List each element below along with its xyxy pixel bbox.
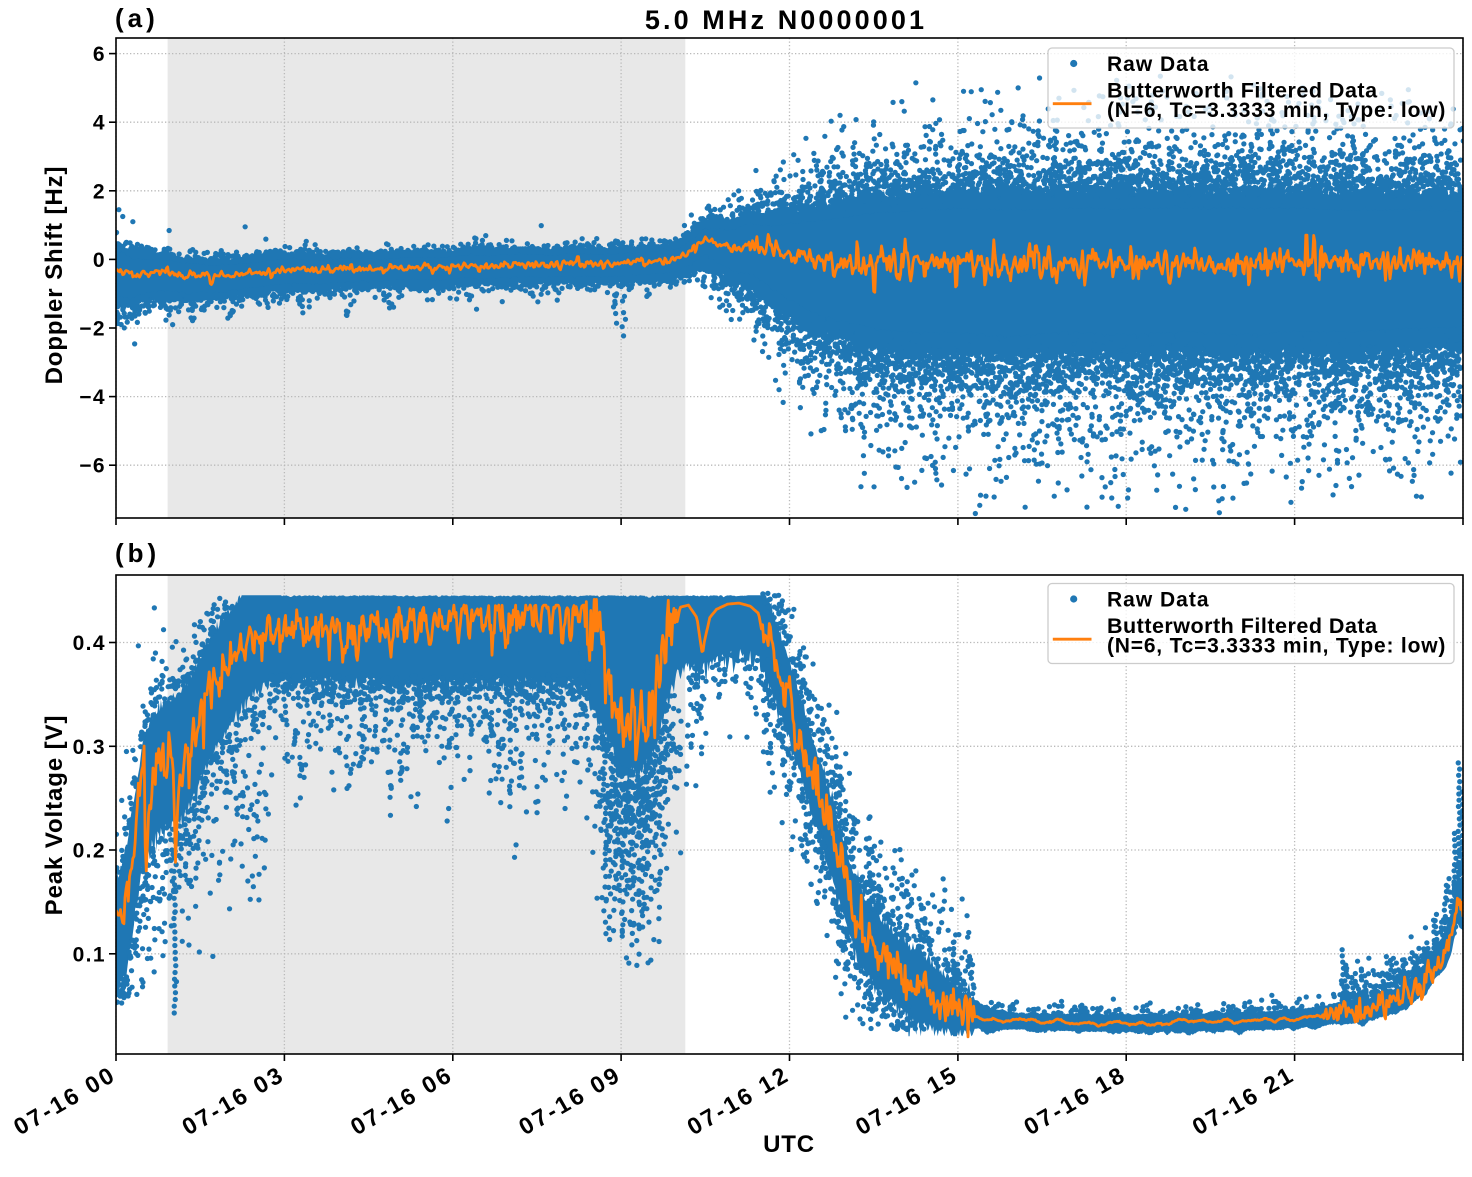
svg-text:0.1: 0.1 (73, 943, 106, 966)
svg-text:−4: −4 (79, 386, 106, 409)
svg-text:−6: −6 (79, 455, 106, 478)
svg-text:0.4: 0.4 (73, 632, 106, 655)
svg-text:Raw Data: Raw Data (1107, 53, 1210, 76)
svg-text:Butterworth Filtered Data: Butterworth Filtered Data (1107, 79, 1378, 103)
svg-text:(N=6, Tc=3.3333 min, Type: low: (N=6, Tc=3.3333 min, Type: low) (1107, 99, 1446, 122)
svg-text:(a): (a) (115, 3, 159, 33)
svg-text:(b): (b) (115, 538, 160, 568)
svg-text:4: 4 (93, 112, 106, 135)
svg-text:Butterworth Filtered Data: Butterworth Filtered Data (1107, 614, 1378, 638)
svg-text:0: 0 (93, 249, 106, 272)
svg-text:−2: −2 (79, 318, 106, 341)
svg-text:UTC: UTC (763, 1131, 815, 1158)
svg-text:0.3: 0.3 (73, 736, 106, 759)
svg-text:2: 2 (93, 180, 106, 203)
svg-text:6: 6 (93, 43, 106, 66)
svg-text:Doppler Shift [Hz]: Doppler Shift [Hz] (41, 166, 68, 385)
svg-text:Peak Voltage [V]: Peak Voltage [V] (41, 715, 68, 916)
svg-text:Raw Data: Raw Data (1107, 589, 1210, 612)
svg-text:0.2: 0.2 (73, 840, 106, 863)
svg-text:5.0 MHz N0000001: 5.0 MHz N0000001 (645, 5, 927, 35)
svg-text:(N=6, Tc=3.3333 min, Type: low: (N=6, Tc=3.3333 min, Type: low) (1107, 635, 1446, 658)
